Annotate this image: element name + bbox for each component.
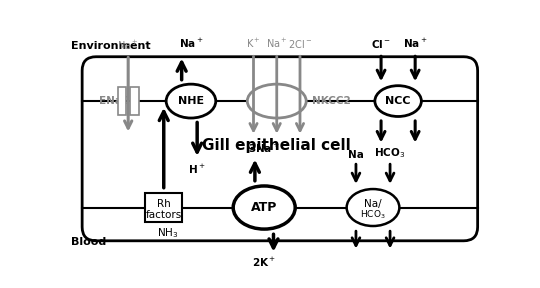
Text: H$^+$: H$^+$ (188, 163, 206, 176)
Text: Cl$^-$: Cl$^-$ (371, 38, 391, 50)
Text: NH$_3$: NH$_3$ (157, 226, 178, 240)
Text: factors: factors (146, 210, 182, 220)
Text: NCC: NCC (386, 96, 411, 106)
Text: Na$^+$: Na$^+$ (179, 37, 203, 50)
Text: Na/: Na/ (364, 199, 382, 209)
Text: ENaC: ENaC (99, 96, 130, 106)
Ellipse shape (347, 189, 400, 226)
Text: Na: Na (348, 150, 364, 160)
Text: Rh: Rh (157, 199, 171, 209)
Text: Gill epithelial cell: Gill epithelial cell (202, 138, 351, 153)
Text: Blood: Blood (71, 237, 106, 247)
Ellipse shape (247, 84, 306, 118)
Text: Environment: Environment (71, 41, 151, 51)
Text: 3Na$^+$: 3Na$^+$ (248, 142, 280, 155)
Ellipse shape (233, 186, 295, 229)
Text: NKCC2: NKCC2 (313, 96, 351, 106)
Text: 2Cl$^-$: 2Cl$^-$ (288, 38, 312, 50)
Text: 2K$^+$: 2K$^+$ (252, 256, 276, 269)
Text: Na$^+$: Na$^+$ (403, 37, 428, 50)
Ellipse shape (166, 84, 216, 118)
Bar (130, 87, 139, 115)
Text: ATP: ATP (251, 201, 278, 214)
Bar (145, 193, 183, 222)
Ellipse shape (375, 86, 421, 116)
Bar (118, 87, 126, 115)
Text: NHE: NHE (178, 96, 204, 106)
Text: Na$^+$: Na$^+$ (266, 37, 287, 50)
Text: HCO$_3$: HCO$_3$ (360, 208, 386, 221)
Text: HCO$_3$: HCO$_3$ (374, 146, 406, 160)
Text: K$^+$: K$^+$ (246, 37, 261, 50)
Text: Na$^+$: Na$^+$ (117, 39, 139, 52)
